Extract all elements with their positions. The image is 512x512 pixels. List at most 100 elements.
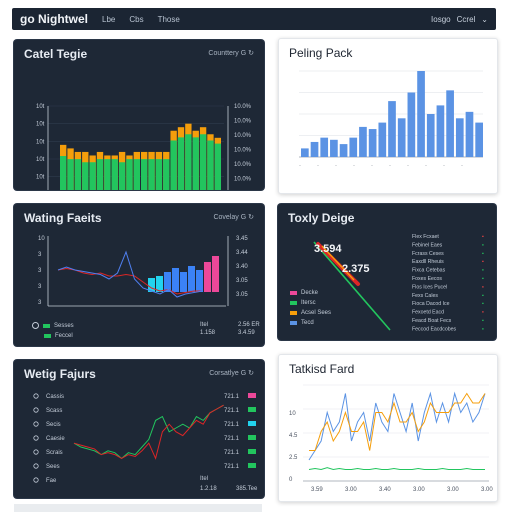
bar-chart-2: · · · · · · · · · · [299, 70, 483, 169]
bar-green [199, 134, 207, 190]
refresh-icon[interactable]: ↻ [248, 214, 254, 221]
bar [378, 122, 387, 157]
right-label: 721.1 [224, 436, 240, 442]
x-tick-label: · [335, 163, 337, 169]
x-tick-label: 3.00 [481, 487, 493, 493]
value-swatch [248, 393, 256, 398]
series-line [57, 250, 203, 298]
refresh-icon[interactable]: ↻ [248, 370, 254, 377]
list-item-label: Fixca Cetebas [412, 268, 446, 274]
bar [180, 272, 187, 292]
y-tick-label: 10 [38, 236, 45, 242]
x-tick-label: 3.00 [345, 487, 357, 493]
footer-right: 385.Tee [236, 486, 257, 492]
value-swatch [248, 435, 256, 440]
chevron-down-icon[interactable]: ⌄ [481, 14, 488, 24]
nav-link-1[interactable]: Lbe [102, 14, 116, 24]
legend-label: Feccel [55, 333, 73, 339]
value-secondary: 2.375 [342, 263, 370, 275]
bar [475, 122, 483, 157]
bar [426, 114, 435, 157]
card-title: Tatkisd Fard [289, 362, 355, 376]
bar-green [82, 162, 89, 190]
bar [156, 276, 163, 292]
radio-icon [33, 477, 39, 483]
bar [172, 268, 179, 292]
list-item-label: Febinel Eaes [412, 242, 443, 248]
right-label: 10.0% [234, 177, 252, 183]
brand-logo[interactable]: go Nightwel [20, 12, 88, 26]
list-item-label: Fexoetd Eacd [412, 310, 444, 316]
footer-left: Itel 1.158 [200, 322, 215, 336]
account-menu[interactable]: Ccrel [456, 14, 476, 24]
list-item-label: Feccod Eacdcobes [412, 326, 457, 332]
x-tick-label: · [317, 163, 319, 169]
refresh-icon[interactable]: ↻ [248, 50, 254, 57]
footer-right-value: 385.Tee [236, 486, 258, 492]
bar-green [111, 159, 118, 190]
bar-green [133, 159, 140, 190]
left-label: Sees [46, 464, 60, 470]
bar-green [74, 159, 82, 190]
bar [339, 144, 348, 157]
right-label: 10.0% [234, 119, 252, 125]
bar-green [170, 140, 177, 190]
bar [455, 118, 464, 157]
nav-link-2[interactable]: Cbs [129, 14, 144, 24]
top-right-link[interactable]: Iosgo [431, 14, 451, 24]
list-item-label: Foxes Eecos [412, 276, 442, 282]
radio-icon[interactable] [32, 322, 39, 329]
list-item-marker: ▪ [482, 293, 484, 299]
series-line [57, 267, 203, 295]
series-line [308, 467, 485, 471]
right-label: 3.44 [236, 250, 248, 256]
trend-chart-4: 3.594 2.375 Flex Fcxaet ▪ Febinel Eaes ▪ Fcr… [313, 234, 484, 332]
legend-item: Feccel [44, 333, 73, 339]
bar-green [118, 162, 126, 190]
bar-green [207, 140, 214, 190]
card-subtitle: Corsatlye G ↻ [209, 370, 254, 377]
bar [349, 137, 358, 157]
list-item-marker: ▪ [482, 310, 484, 316]
right-label: 3.05 [236, 292, 248, 298]
right-label: 721.1 [224, 464, 240, 470]
legend-swatch [290, 321, 297, 325]
list-item-marker: ▪ [482, 234, 484, 240]
value-swatch [248, 463, 256, 468]
value-swatch [248, 407, 256, 412]
footer-label: Itel [200, 322, 209, 328]
trend-line-green [313, 241, 391, 331]
radio-icon [33, 449, 39, 455]
bar [196, 270, 203, 292]
left-label: Scass [46, 408, 62, 414]
right-label: 721.1 [224, 394, 240, 400]
bar [368, 129, 377, 157]
legend-label: Decke [301, 290, 319, 296]
nav-link-3[interactable]: Those [157, 14, 180, 24]
legend-swatch [44, 334, 51, 338]
line-chart-6: 10 4.5 2.5 0 3.59 3.00 3.40 3.00 3.00 3.00 [289, 384, 493, 493]
bar-green [104, 159, 111, 190]
y-tick-label: 10t [36, 139, 45, 145]
legend-swatch [290, 311, 297, 315]
y-tick-label: 2.5 [289, 455, 298, 461]
legend-item: Acsel Sees [290, 310, 331, 316]
left-label: Caesie [46, 436, 65, 442]
x-tick-label: 3.40 [379, 487, 391, 493]
card-title: Peling Pack [289, 46, 353, 60]
x-tick-label: 3.00 [447, 487, 459, 493]
y-tick-label: 0 [289, 477, 293, 483]
x-tick-label: · [371, 163, 373, 169]
bar [301, 148, 309, 157]
list-item-marker: ▪ [482, 318, 484, 324]
bar [204, 262, 211, 292]
list-item-marker: ▪ [482, 301, 484, 307]
radio-icon [33, 463, 39, 469]
legend-label: Sesses [54, 322, 74, 329]
bar [397, 118, 406, 157]
y-tick-label: 10t [36, 175, 45, 181]
x-tick-label: · [353, 163, 355, 169]
x-tick-label: · [407, 163, 409, 169]
line-chart-3: 10 3 3 3 3 3.45 3.44 3.40 3.05 3.05 [38, 236, 248, 307]
legend-item: Decke [290, 290, 318, 296]
